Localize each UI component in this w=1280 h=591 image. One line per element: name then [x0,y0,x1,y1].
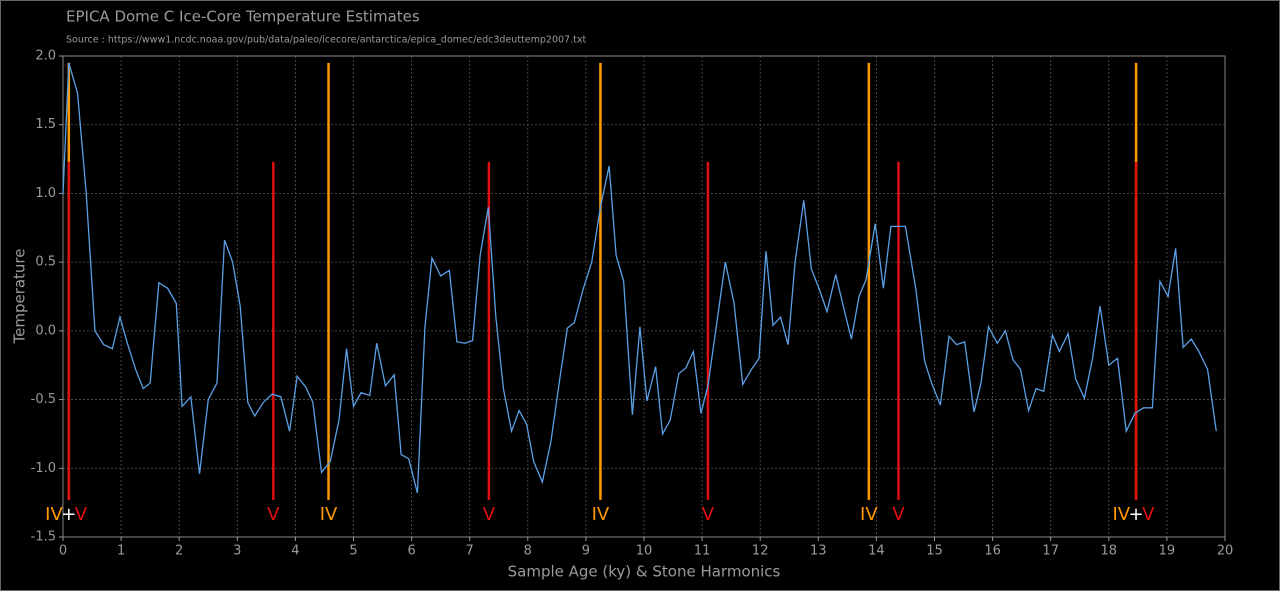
x-tick-label: 9 [582,544,590,559]
harmonic-label: V [892,504,905,525]
x-tick-label: 19 [1159,544,1176,559]
harmonic-label: V [75,504,88,525]
x-tick-label: 7 [466,544,474,559]
x-tick-label: 2 [175,544,183,559]
y-tick-label: 1.5 [35,117,56,132]
y-tick-label: 0.5 [35,255,56,270]
x-tick-label: 1 [117,544,125,559]
x-tick-label: 3 [233,544,241,559]
x-axis-label: Sample Age (ky) & Stone Harmonics [508,563,781,581]
x-tick-label: 12 [752,544,769,559]
harmonic-label: IV [860,504,878,525]
harmonic-label: IV [1112,504,1130,525]
chart-subtitle: Source : https://www1.ncdc.noaa.gov/pub/… [66,35,586,46]
x-tick-label: 17 [1042,544,1059,559]
harmonic-label: V [267,504,280,525]
harmonic-label: IV [592,504,610,525]
data-line [62,62,1217,494]
x-tick-label: 6 [407,544,415,559]
x-tick-label: 18 [1101,544,1118,559]
y-tick-label: 2.0 [35,49,56,64]
harmonic-label: + [61,504,76,525]
x-tick-label: 20 [1217,544,1234,559]
x-tick-label: 14 [868,544,885,559]
harmonic-label: V [483,504,496,525]
harmonic-label: + [1129,504,1144,525]
plot-border [62,55,1226,538]
x-tick-label: 16 [984,544,1001,559]
chart-title: EPICA Dome C Ice-Core Temperature Estima… [66,8,420,26]
x-tick-label: 10 [636,544,653,559]
x-tick-label: 5 [349,544,357,559]
y-tick-label: -1.5 [31,530,56,545]
y-tick-label: -0.5 [31,392,56,407]
x-tick-label: 0 [59,544,67,559]
y-tick-label: 1.0 [35,186,56,201]
x-tick-label: 11 [694,544,711,559]
harmonic-label: V [702,504,715,525]
x-tick-label: 15 [926,544,943,559]
y-tick-label: -1.0 [31,461,56,476]
x-tick-label: 4 [291,544,299,559]
harmonic-label: IV [320,504,338,525]
harmonic-label: IV [45,504,63,525]
x-tick-label: 13 [810,544,827,559]
y-tick-label: 0.0 [35,323,56,338]
harmonic-label: V [1142,504,1155,525]
x-tick-label: 8 [524,544,532,559]
y-axis-label: Temperature [11,248,29,344]
